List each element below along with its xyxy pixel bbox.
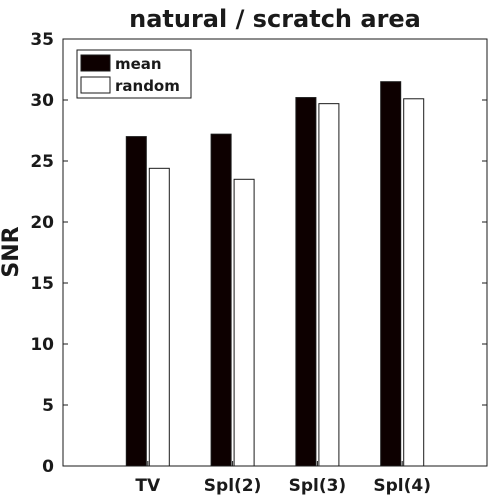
bar-mean-3: [380, 81, 402, 467]
chart-title: natural / scratch area: [129, 5, 421, 33]
x-tick-label: Spl(3): [289, 476, 347, 496]
bar-mean-2: [295, 97, 317, 467]
bar-random-2: [318, 103, 340, 467]
x-tick-label: Spl(4): [373, 476, 431, 496]
x-tick-label: TV: [135, 476, 161, 496]
y-axis: 0 5 10 15 20 25 30 35: [30, 30, 487, 477]
bar-random-1: [233, 178, 255, 467]
y-tick-label: 25: [30, 152, 54, 172]
y-tick-label: 5: [42, 396, 54, 416]
x-tick-label: Spl(2): [204, 476, 262, 496]
legend-label-random: random: [115, 77, 180, 95]
bar-mean-1: [210, 133, 232, 467]
y-tick-label: 15: [30, 274, 54, 294]
y-tick-label: 10: [30, 335, 54, 355]
legend-label-mean: mean: [115, 55, 162, 73]
legend-swatch-random: [80, 76, 111, 94]
bar-random-3: [403, 98, 425, 467]
y-tick-label: 35: [30, 30, 54, 50]
y-tick-label: 30: [30, 91, 54, 111]
axes-frame: [62, 38, 488, 467]
legend: mean random: [76, 49, 192, 99]
y-tick-label: 20: [30, 213, 54, 233]
y-axis-label: SNR: [0, 226, 24, 277]
bar-random-0: [148, 167, 170, 467]
bars-group: [125, 81, 425, 467]
x-axis: TV Spl(2) Spl(3) Spl(4): [135, 461, 431, 496]
bar-mean-0: [125, 136, 147, 467]
y-tick-label: 0: [42, 457, 54, 477]
legend-swatch-mean: [80, 54, 111, 72]
